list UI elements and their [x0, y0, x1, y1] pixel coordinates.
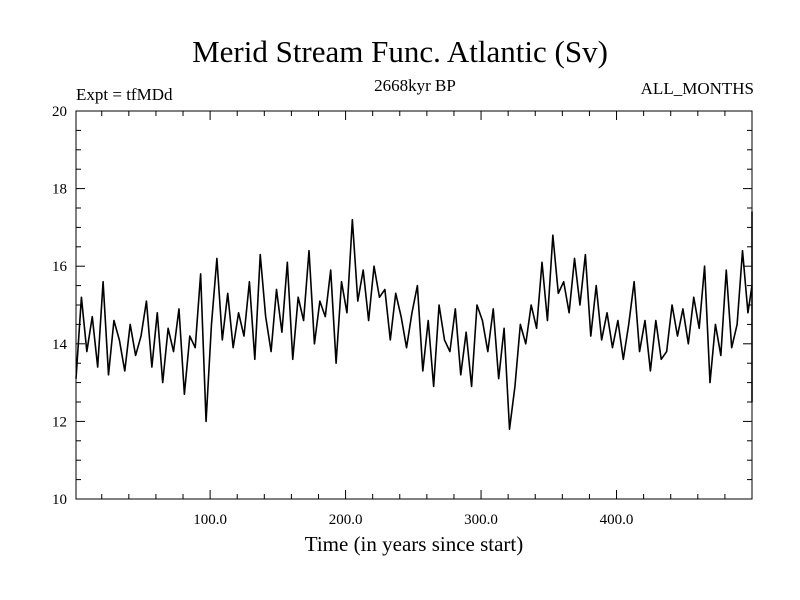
- x-axis-label: Time (in years since start): [304, 532, 524, 556]
- y-tick-label: 18: [52, 182, 67, 198]
- axis-ticks: [76, 111, 752, 499]
- y-tick-label: 16: [52, 259, 68, 275]
- y-tick-label: 10: [52, 492, 67, 508]
- y-tick-label: 12: [52, 414, 67, 430]
- experiment-label: Expt = tfMDd: [76, 85, 173, 104]
- x-tick-label: 400.0: [600, 512, 634, 528]
- x-tick-label: 300.0: [464, 512, 498, 528]
- chart-title: Merid Stream Func. Atlantic (Sv): [192, 34, 608, 69]
- data-series: [75, 211, 753, 430]
- x-tick-label: 200.0: [329, 512, 363, 528]
- y-tick-label: 14: [52, 337, 68, 353]
- y-tick-label: 20: [52, 104, 67, 120]
- series-line: [75, 211, 753, 430]
- chart-subtitle: 2668kyr BP: [374, 76, 456, 95]
- months-label: ALL_MONTHS: [640, 79, 754, 98]
- axis-tick-labels: 100.0 200.0 300.0 400.0 10 12 14 16 18 20: [52, 104, 633, 528]
- x-tick-label: 100.0: [193, 512, 227, 528]
